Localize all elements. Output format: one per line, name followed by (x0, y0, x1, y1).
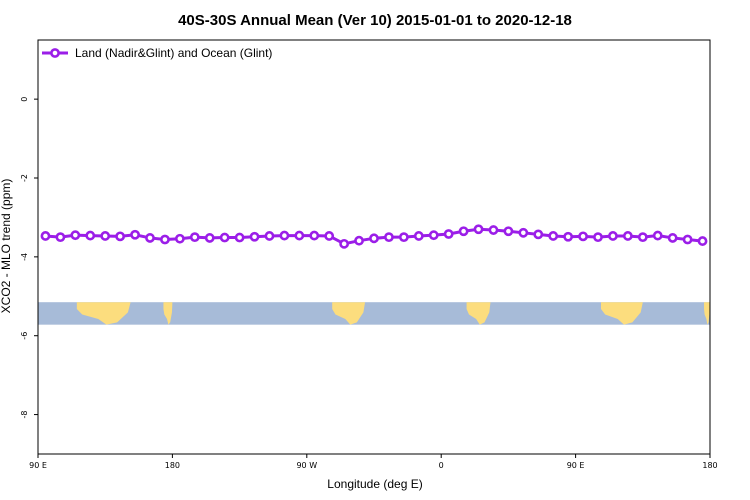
data-point (488, 225, 499, 235)
x-tick-label: 90 E (567, 461, 585, 470)
legend-marker (50, 48, 60, 58)
map-landmass (332, 302, 366, 325)
map-landmass (76, 302, 131, 325)
data-point (413, 231, 424, 241)
data-point (354, 235, 364, 246)
legend-label: Land (Nadir&Glint) and Ocean (Glint) (75, 46, 272, 60)
data-point (578, 231, 588, 242)
x-tick-label: 90 E (29, 461, 47, 470)
data-point (637, 232, 648, 243)
data-point (398, 232, 409, 243)
data-point (85, 230, 96, 241)
data-point (384, 232, 394, 243)
chart-title: 40S-30S Annual Mean (Ver 10) 2015-01-01 … (178, 12, 572, 29)
data-point (100, 231, 111, 241)
data-points-layer (40, 224, 708, 249)
x-tick-label: 180 (165, 461, 180, 470)
data-point (324, 231, 335, 241)
y-tick-label: -6 (20, 332, 29, 340)
data-point (339, 238, 350, 249)
data-point (189, 232, 200, 243)
data-point (682, 234, 693, 245)
data-point (160, 234, 170, 245)
data-point (219, 232, 230, 243)
data-point (593, 232, 603, 243)
y-tick-label: -8 (20, 411, 29, 419)
data-point (652, 230, 663, 241)
plot-frame (37, 39, 711, 455)
x-tick-label: 0 (439, 461, 444, 470)
axis-ticks: 90 E 180 90 W 0 90 E 180 0 -2 -4 -6 -8 (20, 97, 718, 470)
data-point (697, 236, 708, 246)
map-landmass (704, 302, 710, 325)
data-point (428, 230, 439, 241)
data-point (309, 230, 320, 241)
data-point (458, 226, 469, 237)
legend: Land (Nadir&Glint) and Ocean (Glint) (42, 46, 272, 60)
map-landmass (163, 302, 173, 325)
data-point (279, 230, 290, 241)
map-strip (38, 302, 710, 325)
x-axis-label: Longitude (deg E) (327, 477, 422, 491)
data-point (55, 232, 66, 243)
data-point (294, 230, 305, 241)
map-ocean (38, 302, 710, 325)
data-point (70, 230, 81, 241)
data-point (563, 231, 574, 242)
data-point (234, 232, 245, 243)
data-point (130, 229, 140, 240)
data-point (443, 229, 454, 239)
map-landmass (600, 302, 643, 325)
y-tick-label: 0 (20, 97, 29, 102)
y-axis-label: XCO2 - MLO trend (ppm) (0, 179, 13, 314)
y-tick-label: -2 (20, 174, 29, 182)
data-point (608, 231, 618, 241)
data-point (667, 233, 678, 243)
data-point (473, 224, 484, 235)
map-landmass (466, 302, 491, 325)
data-point (115, 231, 126, 242)
data-point (533, 229, 544, 240)
data-point (503, 226, 514, 237)
x-tick-label: 180 (702, 461, 717, 470)
data-point (548, 231, 559, 241)
data-point (622, 231, 633, 241)
data-point (174, 233, 185, 244)
x-tick-label: 90 W (296, 461, 317, 470)
data-point (40, 231, 51, 241)
data-point (204, 233, 215, 243)
data-point (369, 233, 379, 244)
data-point (145, 233, 155, 243)
data-point (264, 231, 275, 241)
y-tick-label: -4 (20, 253, 29, 261)
data-point (249, 231, 260, 242)
data-point (518, 227, 529, 238)
